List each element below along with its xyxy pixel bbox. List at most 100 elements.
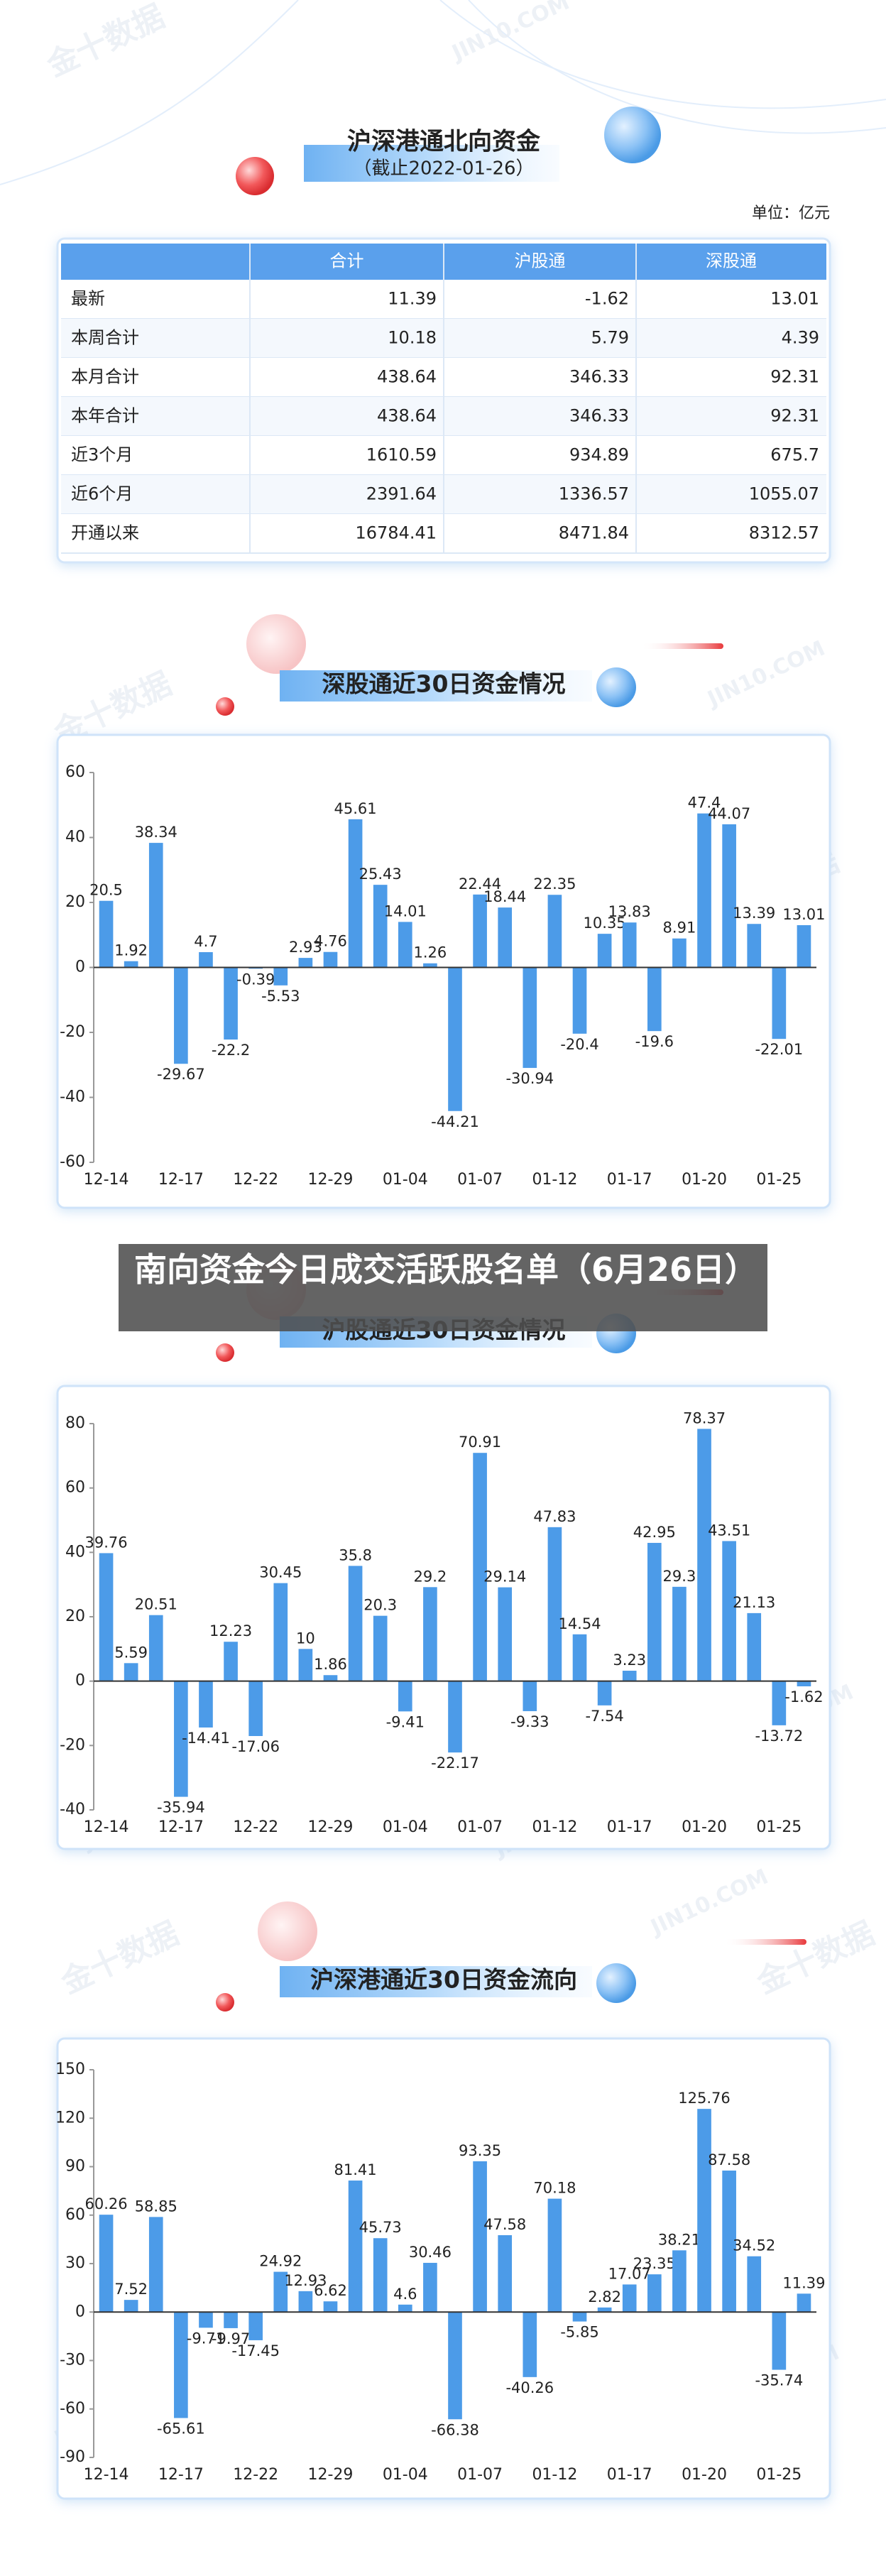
data-label: 7.52 xyxy=(114,2281,148,2298)
title-ribbon xyxy=(304,145,559,182)
chart-panel xyxy=(56,1385,831,1850)
x-tick-label: 01-17 xyxy=(607,1171,652,1189)
bar xyxy=(99,2215,114,2313)
bar xyxy=(647,967,662,1032)
bar xyxy=(248,2312,263,2340)
column-header: 合计 xyxy=(330,251,364,271)
watermark: 金十数据 xyxy=(41,0,170,84)
data-label: 58.85 xyxy=(135,2198,177,2215)
column-header: 沪股通 xyxy=(515,251,566,271)
bar xyxy=(448,967,462,1111)
data-label: 1.92 xyxy=(114,942,148,959)
data-label: -7.54 xyxy=(585,1708,623,1725)
data-label: 47.4 xyxy=(688,795,721,812)
x-tick-label: 01-12 xyxy=(532,1171,577,1189)
bar xyxy=(498,2235,513,2313)
data-label: -1.62 xyxy=(784,1688,823,1705)
data-label: -19.6 xyxy=(635,1033,674,1050)
bar xyxy=(647,1542,662,1681)
table-cell: 4.39 xyxy=(782,328,819,348)
bar xyxy=(423,963,437,968)
bar xyxy=(298,958,313,968)
bar xyxy=(199,951,213,968)
table-cell: 2391.64 xyxy=(366,484,437,504)
bar xyxy=(797,1681,811,1687)
bar xyxy=(672,2250,687,2313)
data-label: 3.23 xyxy=(613,1652,646,1669)
data-label: 21.13 xyxy=(733,1594,775,1611)
y-tick-label: -40 xyxy=(60,1088,85,1106)
data-label: 47.83 xyxy=(533,1508,576,1525)
bar xyxy=(373,2238,388,2313)
watermark: JIN10.COM xyxy=(447,0,574,66)
bar xyxy=(523,2312,537,2377)
data-label: 43.51 xyxy=(708,1522,750,1539)
data-label: -13.72 xyxy=(755,1728,803,1745)
data-label: 47.58 xyxy=(483,2216,526,2233)
bar xyxy=(99,900,114,968)
bar xyxy=(722,1541,736,1681)
bar xyxy=(124,961,138,968)
data-label: 44.07 xyxy=(708,805,750,822)
bar xyxy=(224,967,238,1040)
header-title: 沪深港通北向资金 xyxy=(347,128,541,156)
bar xyxy=(747,1612,762,1681)
bar xyxy=(273,967,288,986)
row-label: 本月合计 xyxy=(71,367,139,387)
bar xyxy=(473,1453,487,1681)
watermark: 金十数据 xyxy=(751,1915,880,2001)
y-tick-label: -60 xyxy=(60,2400,85,2418)
bar xyxy=(273,1583,288,1681)
bar xyxy=(323,2301,338,2313)
data-label: -9.41 xyxy=(386,1713,425,1730)
table-cell: -1.62 xyxy=(585,289,629,309)
data-label: 18.44 xyxy=(483,888,526,905)
bar xyxy=(572,2312,587,2322)
data-label: 13.83 xyxy=(608,903,651,920)
data-label: -20.4 xyxy=(560,1036,598,1053)
bar xyxy=(298,2291,313,2313)
data-label: -5.85 xyxy=(560,2324,598,2341)
y-tick-label: 20 xyxy=(65,1608,85,1625)
bar xyxy=(174,967,188,1064)
y-tick-label: -20 xyxy=(60,1736,85,1754)
bar xyxy=(597,2307,612,2313)
bar xyxy=(373,885,388,968)
table-cell: 675.7 xyxy=(770,445,819,465)
y-tick-label: -40 xyxy=(60,1801,85,1818)
x-tick-label: 01-07 xyxy=(457,1818,503,1836)
bar xyxy=(597,934,612,968)
x-tick-label: 01-20 xyxy=(682,2466,727,2484)
header-subtitle: （截止2022-01-26） xyxy=(353,158,534,180)
data-label: 30.46 xyxy=(409,2244,452,2261)
data-label: 93.35 xyxy=(459,2142,501,2159)
x-tick-label: 12-17 xyxy=(158,2466,204,2484)
data-label: -35.74 xyxy=(755,2372,803,2389)
data-label: -44.21 xyxy=(431,1113,479,1130)
y-tick-label: 120 xyxy=(55,2109,85,2127)
bar xyxy=(148,1615,163,1681)
data-label: 78.37 xyxy=(683,1409,726,1426)
y-tick-label: -20 xyxy=(60,1023,85,1041)
data-label: 42.95 xyxy=(633,1524,676,1541)
watermark: 金十数据 xyxy=(55,1915,185,2001)
bar xyxy=(498,907,513,968)
data-label: 29.14 xyxy=(483,1568,526,1586)
data-label: 20.3 xyxy=(363,1597,397,1614)
bar xyxy=(547,2198,562,2313)
chart-decoration xyxy=(216,614,723,716)
data-label: 29.2 xyxy=(414,1568,447,1585)
data-label: 125.76 xyxy=(678,2090,730,2107)
bar xyxy=(398,2304,412,2313)
bar xyxy=(547,1527,562,1681)
bar xyxy=(273,2271,288,2313)
x-tick-label: 12-17 xyxy=(158,1818,204,1836)
bar xyxy=(622,2284,637,2313)
y-tick-label: 0 xyxy=(75,959,85,976)
bar xyxy=(323,1675,338,1681)
bar xyxy=(622,1671,637,1681)
data-label: -9.97 xyxy=(212,2330,250,2347)
x-tick-label: 01-25 xyxy=(756,2466,802,2484)
table-cell: 8312.57 xyxy=(749,523,819,543)
